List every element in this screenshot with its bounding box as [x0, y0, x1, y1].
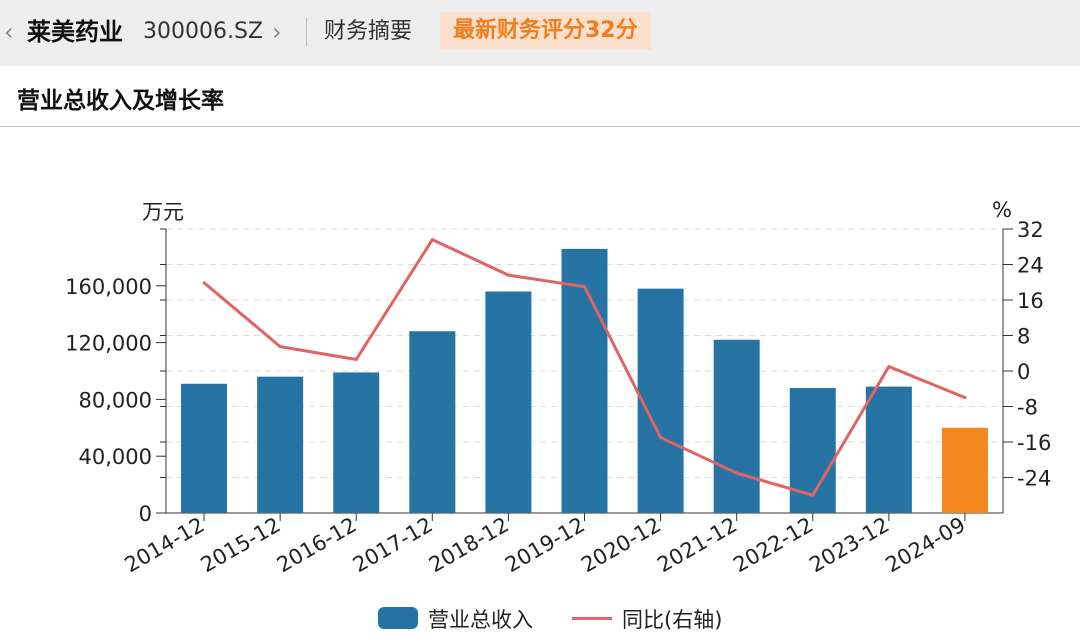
- right-tick-label: 32: [1017, 218, 1044, 242]
- x-tick-label: 2019-12: [501, 513, 589, 578]
- left-axis-unit: 万元: [142, 200, 184, 224]
- bar: [333, 372, 380, 513]
- line-series: [202, 238, 967, 497]
- bar-series: [181, 248, 988, 513]
- stock-code: 300006.SZ: [143, 19, 264, 44]
- right-axis-unit: %: [992, 198, 1012, 222]
- bar: [257, 376, 304, 513]
- x-tick-label: 2014-12: [121, 513, 209, 578]
- chart-title: 营业总收入及增长率: [17, 88, 224, 114]
- x-tick-label: 2020-12: [577, 513, 665, 578]
- growth-point: [811, 493, 815, 497]
- x-tick-label: 2015-12: [197, 513, 285, 578]
- chevron-left-icon[interactable]: ‹: [4, 18, 14, 46]
- right-tick-label: 24: [1017, 254, 1044, 278]
- legend-bar-swatch[interactable]: [378, 607, 418, 629]
- right-tick-label: 16: [1017, 289, 1044, 313]
- right-tick-label: 0: [1017, 360, 1030, 384]
- right-tick-label: -24: [1017, 467, 1051, 491]
- legend-line-swatch[interactable]: [572, 617, 612, 620]
- header-bar: ‹ 莱美药业 300006.SZ › 财务摘要 最新财务评分32分: [0, 0, 1080, 66]
- legend: 营业总收入 同比(右轴): [0, 602, 1080, 632]
- score-badge[interactable]: 最新财务评分32分: [440, 12, 651, 50]
- x-tick-label: 2021-12: [653, 513, 741, 578]
- right-tick-label: 8: [1017, 325, 1030, 349]
- legend-bar-label[interactable]: 营业总收入: [428, 608, 533, 632]
- x-tick-label: 2016-12: [273, 513, 361, 578]
- header-divider: [306, 18, 307, 46]
- growth-point: [583, 285, 586, 289]
- growth-point: [963, 396, 967, 400]
- bar: [865, 386, 912, 513]
- bar: [409, 331, 456, 513]
- growth-point: [887, 365, 891, 369]
- bar: [941, 427, 988, 513]
- growth-point: [506, 273, 510, 277]
- legend-line-label[interactable]: 同比(右轴): [622, 608, 723, 632]
- bar: [637, 288, 684, 513]
- growth-point: [202, 281, 206, 285]
- x-tick-label: 2017-12: [349, 513, 437, 578]
- left-tick-label: 160,000: [65, 275, 152, 299]
- left-tick-label: 120,000: [65, 332, 152, 356]
- bar: [181, 383, 228, 513]
- section-label[interactable]: 财务摘要: [324, 19, 413, 44]
- x-tick-label: 2018-12: [425, 513, 513, 578]
- left-tick-label: 0: [139, 502, 152, 526]
- right-tick-label: -8: [1017, 396, 1038, 420]
- company-name: 莱美药业: [27, 18, 123, 46]
- left-tick-label: 40,000: [79, 445, 152, 469]
- growth-point: [659, 436, 663, 440]
- bar: [561, 248, 608, 513]
- title-divider: [0, 126, 1080, 127]
- growth-point: [735, 471, 739, 475]
- x-tick-label: 2023-12: [805, 513, 893, 578]
- growth-point: [278, 345, 282, 349]
- revenue-growth-chart: 0 40,000 80,000 120,000 160,000 -24 -16 -8 0 8 16 2…: [65, 198, 1051, 578]
- chevron-right-icon[interactable]: ›: [272, 18, 282, 46]
- bar: [713, 339, 760, 513]
- left-tick-label: 80,000: [79, 388, 152, 412]
- x-tick-label: 2024-09: [881, 513, 969, 578]
- right-tick-label: -16: [1017, 431, 1051, 455]
- growth-point: [354, 357, 358, 361]
- bar: [485, 291, 532, 513]
- growth-point: [430, 238, 434, 242]
- x-tick-label: 2022-12: [729, 513, 817, 578]
